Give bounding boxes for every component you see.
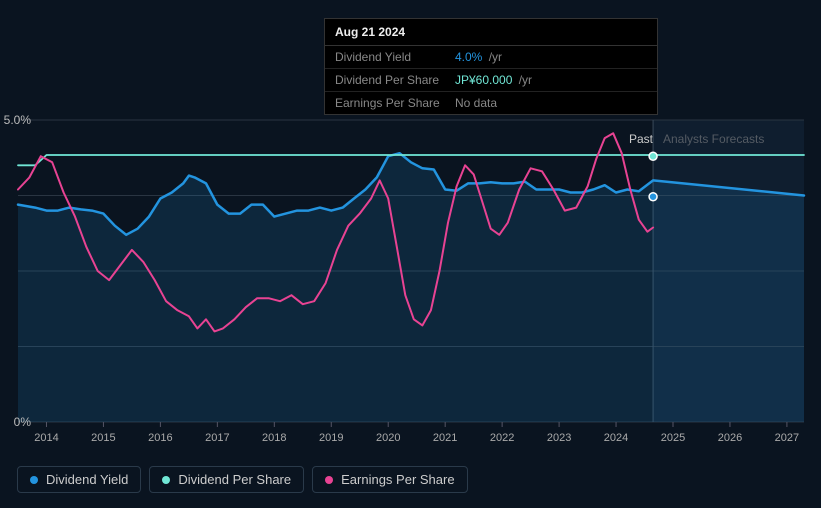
tooltip-row-value: No data [455, 96, 497, 110]
x-axis-tick-label: 2027 [775, 432, 799, 444]
legend-item-dividend-per-share[interactable]: Dividend Per Share [149, 466, 304, 493]
tooltip-row: Earnings Per ShareNo data [325, 92, 657, 114]
y-axis-tick-label: 0% [0, 415, 31, 429]
chart-tooltip: Aug 21 2024 Dividend Yield4.0% /yrDivide… [324, 18, 658, 115]
tooltip-row-value: 4.0% /yr [455, 50, 502, 64]
tooltip-row: Dividend Per ShareJP¥60.000 /yr [325, 69, 657, 92]
legend-label: Dividend Yield [46, 472, 128, 487]
x-axis-tick-label: 2016 [148, 432, 172, 444]
legend-item-earnings-per-share[interactable]: Earnings Per Share [312, 466, 467, 493]
x-axis-tick-label: 2014 [34, 432, 58, 444]
x-axis-tick-label: 2025 [661, 432, 685, 444]
tooltip-row-value: JP¥60.000 /yr [455, 73, 532, 87]
x-axis-tick-label: 2020 [376, 432, 400, 444]
x-axis-tick-label: 2023 [547, 432, 571, 444]
x-axis-tick-label: 2015 [91, 432, 115, 444]
legend-label: Dividend Per Share [178, 472, 291, 487]
x-axis-tick-label: 2019 [319, 432, 343, 444]
tooltip-row: Dividend Yield4.0% /yr [325, 46, 657, 69]
x-axis-tick-label: 2017 [205, 432, 229, 444]
tooltip-row-label: Dividend Yield [335, 50, 455, 64]
x-axis-tick-label: 2024 [604, 432, 628, 444]
tooltip-date: Aug 21 2024 [325, 19, 657, 46]
x-axis-tick-label: 2022 [490, 432, 514, 444]
legend: Dividend Yield Dividend Per Share Earnings… [17, 466, 468, 493]
tooltip-row-label: Dividend Per Share [335, 73, 455, 87]
x-axis-tick-label: 2026 [718, 432, 742, 444]
tooltip-row-label: Earnings Per Share [335, 96, 455, 110]
legend-dot [162, 476, 170, 484]
legend-label: Earnings Per Share [341, 472, 454, 487]
legend-item-dividend-yield[interactable]: Dividend Yield [17, 466, 141, 493]
x-axis-tick-label: 2018 [262, 432, 286, 444]
legend-dot [30, 476, 38, 484]
legend-dot [325, 476, 333, 484]
y-axis-tick-label: 5.0% [0, 113, 31, 127]
x-axis-tick-label: 2021 [433, 432, 457, 444]
